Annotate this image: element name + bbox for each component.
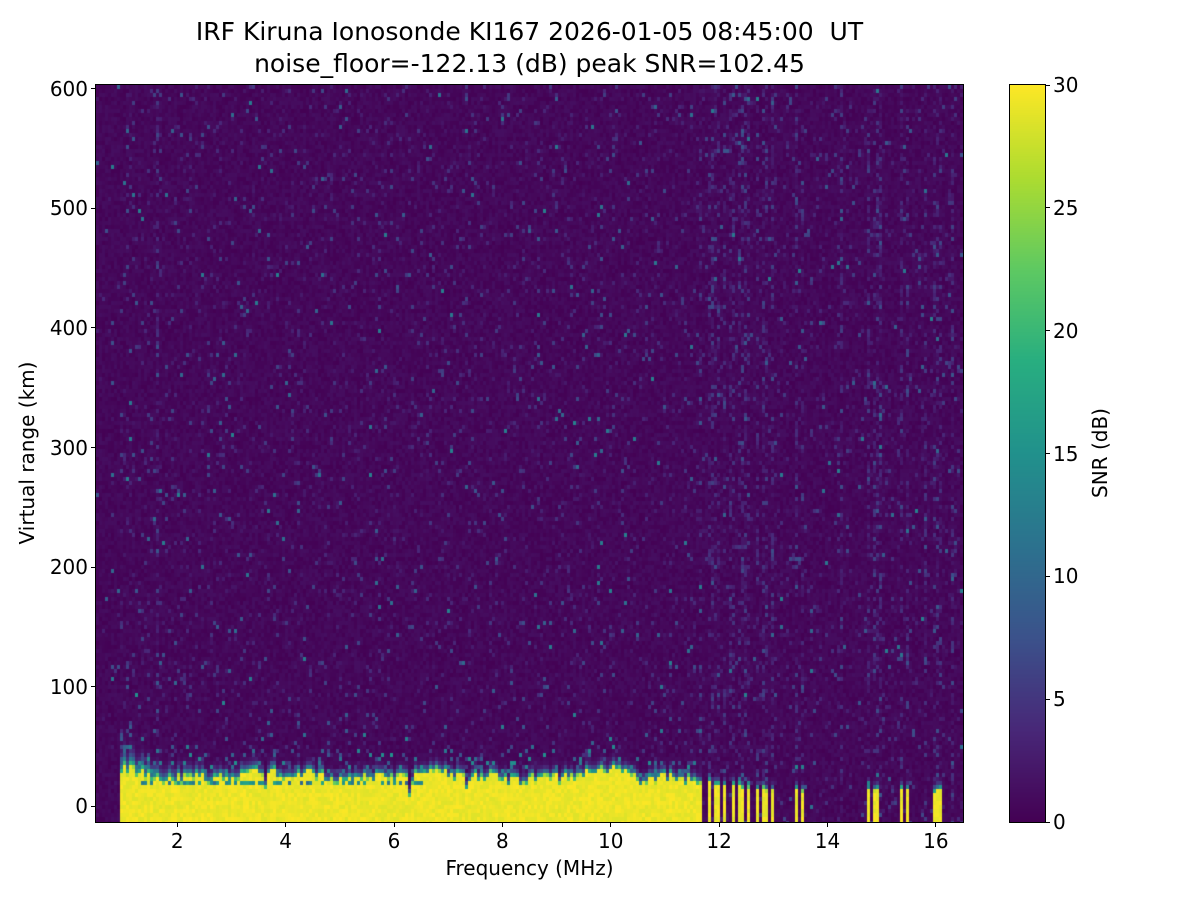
y-tick-label: 100 [49, 674, 88, 699]
colorbar-tick [1046, 330, 1050, 332]
colorbar-tick-label: 15 [1053, 441, 1079, 466]
colorbar-tick-label: 10 [1053, 564, 1079, 589]
x-tick-label: 14 [814, 829, 841, 853]
y-tick [91, 447, 95, 449]
colorbar-gradient [1009, 84, 1046, 823]
y-tick [91, 805, 95, 807]
x-tick-label: 10 [598, 829, 624, 853]
heatmap-canvas [95, 84, 964, 823]
x-tick-label: 12 [706, 829, 732, 853]
y-tick [91, 207, 95, 209]
chart-title-line2: noise_floor=-122.13 (dB) peak SNR=102.45 [254, 49, 805, 78]
colorbar-tick [1046, 575, 1050, 577]
x-tick [501, 823, 503, 827]
x-tick-label: 8 [496, 829, 509, 853]
colorbar-tick-label: 0 [1053, 810, 1066, 834]
colorbar-tick [1046, 84, 1050, 86]
colorbar-tick [1046, 821, 1050, 823]
x-tick-label: 6 [387, 829, 401, 853]
x-tick-label: 16 [923, 829, 949, 853]
chart-title-line1: IRF Kiruna Ionosonde KI167 2026-01-05 08… [195, 17, 864, 46]
colorbar-tick [1046, 698, 1050, 700]
x-tick [610, 823, 612, 827]
x-tick [285, 823, 287, 827]
colorbar-tick [1046, 207, 1050, 209]
y-tick-label: 500 [49, 196, 88, 221]
y-tick-label: 600 [49, 76, 88, 101]
y-tick [91, 686, 95, 688]
colorbar-tick-label: 30 [1053, 73, 1079, 97]
x-axis-label: Frequency (MHz) [445, 856, 614, 880]
y-tick-label: 300 [49, 435, 88, 460]
chart-title: IRF Kiruna Ionosonde KI167 2026-01-05 08… [96, 16, 963, 80]
y-tick [91, 327, 95, 329]
colorbar-tick [1046, 453, 1050, 454]
y-tick-label: 200 [49, 555, 88, 580]
x-tick-label: 2 [170, 829, 184, 853]
y-tick [91, 88, 95, 90]
y-tick-label: 400 [49, 315, 88, 340]
y-tick-label: 0 [75, 794, 88, 819]
x-tick [827, 823, 829, 827]
x-tick [935, 823, 937, 827]
x-tick [718, 823, 720, 827]
colorbar-tick-label: 25 [1053, 195, 1079, 220]
x-tick [393, 823, 395, 827]
y-tick [91, 566, 95, 568]
x-tick-label: 4 [279, 829, 293, 853]
colorbar-tick-label: 20 [1053, 318, 1079, 343]
colorbar-tick-label: 5 [1053, 687, 1066, 712]
x-tick [176, 823, 178, 827]
